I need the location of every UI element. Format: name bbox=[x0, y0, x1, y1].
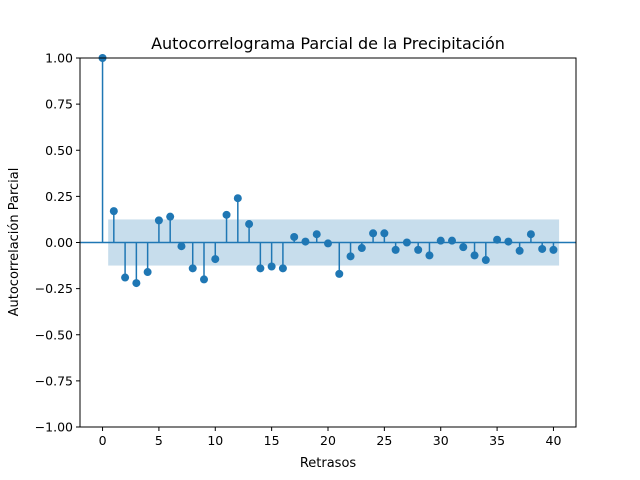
data-point bbox=[211, 255, 220, 264]
data-point bbox=[549, 245, 558, 254]
data-point bbox=[109, 207, 118, 216]
data-point bbox=[481, 256, 490, 265]
data-point bbox=[245, 220, 254, 229]
data-point bbox=[278, 264, 287, 273]
y-tick-label: −0.25 bbox=[35, 281, 73, 296]
data-point bbox=[459, 243, 468, 252]
data-point bbox=[414, 245, 423, 254]
data-point bbox=[312, 230, 321, 239]
y-axis-title: Autocorrelación Parcial bbox=[7, 168, 22, 317]
y-tick-label: 0.00 bbox=[45, 235, 73, 250]
x-tick-label: 5 bbox=[155, 433, 163, 448]
x-tick-label: 25 bbox=[376, 433, 392, 448]
y-tick-label: 0.75 bbox=[45, 97, 73, 112]
data-point bbox=[154, 216, 163, 225]
data-point bbox=[143, 268, 152, 277]
data-point bbox=[425, 251, 434, 260]
y-tick-label: −1.00 bbox=[35, 420, 73, 435]
data-point bbox=[177, 242, 186, 251]
x-tick-label: 10 bbox=[207, 433, 223, 448]
data-point bbox=[256, 264, 265, 273]
data-point bbox=[448, 236, 456, 245]
y-tick-label: 0.50 bbox=[45, 143, 73, 158]
data-point bbox=[166, 212, 175, 221]
axes: 0 5 10 15 20 25 30 35 40 −1.00 −0.75 −0.50 −0.25 0.00… bbox=[35, 51, 577, 448]
data-point bbox=[380, 229, 389, 238]
data-point bbox=[470, 251, 479, 260]
data-point bbox=[436, 236, 445, 245]
data-point bbox=[391, 245, 400, 254]
x-tick-label: 30 bbox=[433, 433, 449, 448]
x-tick-label: 20 bbox=[320, 433, 336, 448]
x-tick-label: 35 bbox=[489, 433, 505, 448]
data-point bbox=[233, 194, 242, 203]
y-tick-label: −0.50 bbox=[35, 327, 73, 342]
data-point bbox=[200, 275, 208, 284]
data-point bbox=[301, 237, 310, 246]
data-point bbox=[132, 279, 141, 288]
data-point bbox=[121, 273, 130, 282]
data-point bbox=[324, 239, 332, 248]
plot-area bbox=[80, 54, 576, 288]
data-point bbox=[369, 229, 378, 238]
data-point bbox=[335, 269, 344, 278]
data-point bbox=[538, 244, 547, 253]
data-point bbox=[402, 238, 411, 247]
y-tick-label: 0.25 bbox=[45, 189, 73, 204]
x-tick-label: 40 bbox=[546, 433, 562, 448]
data-point bbox=[222, 210, 231, 219]
data-point bbox=[357, 244, 366, 253]
x-tick-label: 15 bbox=[264, 433, 280, 448]
data-point bbox=[267, 262, 276, 271]
data-point bbox=[493, 235, 502, 244]
data-point bbox=[188, 264, 197, 273]
data-point bbox=[515, 246, 524, 255]
y-tick-label: 1.00 bbox=[45, 51, 73, 66]
y-tick-label: −0.75 bbox=[35, 373, 73, 388]
data-point bbox=[526, 230, 535, 239]
chart-title: Autocorrelograma Parcial de la Precipita… bbox=[151, 34, 505, 53]
data-point bbox=[290, 232, 299, 241]
x-axis-title: Retrasos bbox=[300, 456, 357, 471]
data-point bbox=[346, 252, 355, 261]
data-point bbox=[504, 237, 513, 246]
x-tick-label: 0 bbox=[99, 433, 107, 448]
